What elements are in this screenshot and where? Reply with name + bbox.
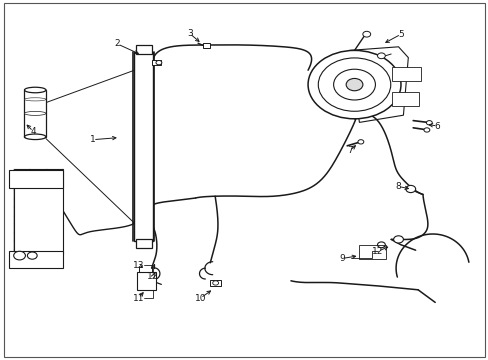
Text: 12: 12 — [147, 272, 159, 281]
Bar — [136, 45, 151, 54]
Bar — [9, 170, 63, 188]
Circle shape — [318, 58, 390, 111]
Bar — [391, 67, 420, 81]
Bar — [9, 251, 63, 268]
Text: 2: 2 — [114, 40, 120, 49]
Circle shape — [333, 69, 375, 100]
Bar — [137, 272, 155, 290]
Ellipse shape — [24, 98, 46, 101]
Text: 11: 11 — [132, 294, 144, 302]
Text: 13: 13 — [132, 261, 144, 270]
Circle shape — [346, 78, 362, 91]
Bar — [134, 52, 153, 241]
Bar — [24, 90, 46, 137]
Circle shape — [14, 251, 25, 260]
Circle shape — [377, 53, 385, 59]
Text: 10: 10 — [194, 294, 206, 302]
Circle shape — [423, 128, 429, 132]
Text: 8: 8 — [395, 182, 401, 191]
Bar — [210, 280, 221, 286]
Text: 7: 7 — [346, 146, 352, 155]
Text: 3: 3 — [186, 29, 192, 38]
Text: 6: 6 — [434, 122, 440, 131]
Bar — [203, 43, 209, 48]
Circle shape — [362, 31, 370, 37]
Text: 12: 12 — [371, 247, 383, 256]
Ellipse shape — [24, 112, 46, 115]
Circle shape — [377, 242, 385, 248]
Text: 4: 4 — [30, 127, 36, 136]
Circle shape — [27, 252, 37, 259]
Circle shape — [393, 236, 403, 243]
Polygon shape — [349, 47, 407, 122]
Ellipse shape — [24, 87, 46, 93]
Text: 9: 9 — [339, 254, 345, 263]
Circle shape — [405, 185, 415, 193]
Text: 1: 1 — [90, 135, 96, 144]
Circle shape — [156, 60, 162, 65]
Circle shape — [212, 281, 218, 285]
Bar — [136, 239, 151, 248]
Bar — [359, 245, 386, 259]
Bar — [391, 92, 418, 106]
Text: 5: 5 — [397, 30, 403, 39]
Circle shape — [357, 140, 363, 144]
Bar — [152, 60, 161, 65]
Bar — [14, 169, 63, 254]
Circle shape — [426, 121, 431, 125]
Ellipse shape — [24, 134, 46, 140]
Circle shape — [307, 50, 400, 119]
